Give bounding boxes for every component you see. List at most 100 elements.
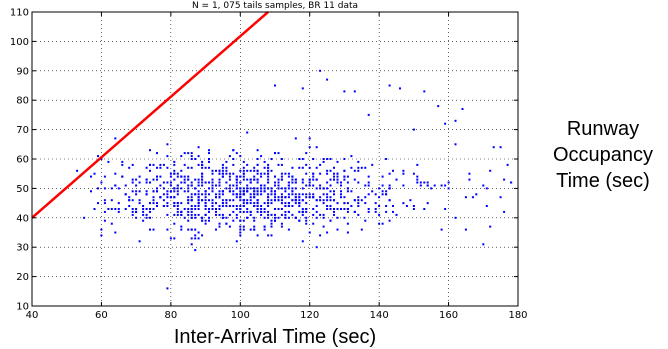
data-point	[235, 240, 238, 243]
data-point	[201, 172, 204, 175]
data-point	[267, 199, 270, 202]
data-point	[319, 172, 322, 175]
data-point	[162, 163, 165, 166]
data-point	[267, 175, 270, 178]
data-point	[232, 163, 235, 166]
reference-line	[31, 11, 269, 219]
data-point	[152, 190, 155, 193]
data-point	[218, 208, 221, 210]
data-point	[378, 222, 381, 225]
y-tick-label: 10	[16, 302, 29, 313]
data-point	[215, 184, 217, 187]
data-point	[343, 158, 346, 160]
data-point	[364, 196, 367, 199]
data-point	[190, 210, 193, 213]
data-point	[440, 228, 443, 231]
data-point	[260, 175, 263, 178]
data-point	[149, 149, 151, 152]
data-point	[350, 166, 353, 169]
data-point	[346, 175, 349, 178]
data-point	[142, 210, 145, 213]
data-point	[239, 225, 242, 228]
data-point	[267, 187, 270, 190]
data-point	[333, 210, 335, 213]
data-point	[263, 172, 266, 175]
data-point	[166, 196, 169, 199]
data-point	[190, 199, 193, 202]
data-point	[402, 202, 405, 205]
data-point	[211, 205, 214, 207]
data-point	[235, 187, 238, 190]
data-point	[270, 234, 273, 237]
data-point	[145, 193, 148, 196]
data-point	[412, 205, 415, 207]
data-point	[277, 184, 280, 187]
data-point	[489, 169, 492, 172]
data-point	[190, 205, 193, 207]
data-point	[489, 225, 492, 228]
data-point	[336, 228, 339, 231]
data-point	[107, 208, 110, 210]
data-point	[333, 178, 335, 181]
data-point	[100, 181, 103, 184]
data-point	[249, 169, 252, 172]
data-point	[176, 213, 179, 216]
data-point	[444, 184, 447, 187]
data-point	[187, 199, 190, 202]
data-point	[253, 228, 256, 231]
data-point	[267, 202, 270, 205]
data-point	[246, 202, 249, 205]
data-point	[260, 190, 263, 193]
data-point	[277, 196, 280, 199]
data-point	[190, 237, 193, 240]
data-point	[173, 190, 176, 193]
data-point	[270, 187, 273, 190]
data-point	[235, 184, 238, 187]
data-point	[162, 205, 165, 207]
data-point	[152, 178, 155, 181]
data-point	[326, 231, 329, 234]
data-point	[159, 175, 162, 178]
plot-area	[32, 12, 518, 306]
data-point	[180, 213, 183, 216]
data-point	[159, 196, 162, 199]
data-point	[336, 216, 339, 219]
data-point	[416, 163, 419, 166]
data-point	[187, 196, 190, 199]
data-point	[260, 155, 263, 158]
data-point	[329, 190, 332, 193]
data-point	[388, 84, 391, 87]
data-point	[444, 208, 447, 210]
data-point	[253, 175, 256, 178]
data-point	[124, 184, 127, 187]
data-point	[433, 184, 436, 187]
data-point	[301, 87, 304, 90]
data-point	[173, 187, 176, 190]
data-point	[284, 205, 287, 207]
data-point	[291, 166, 294, 169]
data-point	[183, 152, 186, 155]
data-point	[100, 158, 103, 160]
data-point	[294, 199, 297, 202]
data-point	[312, 158, 315, 160]
data-point	[180, 181, 183, 184]
data-point	[315, 246, 318, 249]
data-point	[162, 181, 165, 184]
data-point	[97, 187, 99, 190]
data-point	[211, 184, 214, 187]
data-point	[298, 196, 301, 199]
data-point	[357, 213, 360, 216]
data-point	[454, 119, 457, 122]
data-point	[464, 196, 467, 199]
data-point	[291, 181, 294, 184]
data-point	[176, 172, 179, 175]
data-point	[246, 178, 249, 181]
data-point	[426, 181, 429, 184]
data-point	[187, 175, 190, 178]
y-axis-label-line-1: Runway	[567, 118, 639, 140]
data-point	[176, 175, 179, 178]
data-point	[221, 202, 224, 205]
data-point	[475, 193, 478, 196]
data-point	[197, 163, 200, 166]
data-point	[138, 240, 141, 243]
